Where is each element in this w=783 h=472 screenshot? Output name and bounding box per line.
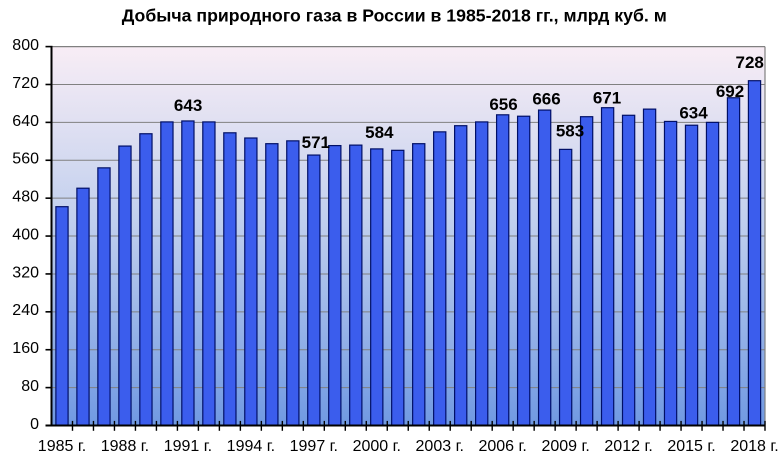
svg-text:2018 г.: 2018 г. bbox=[730, 438, 778, 455]
svg-text:656: 656 bbox=[489, 95, 517, 114]
svg-text:720: 720 bbox=[12, 75, 39, 92]
svg-text:666: 666 bbox=[532, 90, 560, 109]
svg-text:634: 634 bbox=[679, 103, 708, 122]
svg-text:240: 240 bbox=[12, 302, 39, 319]
svg-text:643: 643 bbox=[174, 96, 202, 115]
svg-text:Добыча природного газа в Росси: Добыча природного газа в России в 1985-2… bbox=[122, 5, 667, 25]
svg-text:584: 584 bbox=[365, 123, 394, 142]
svg-text:1988 г.: 1988 г. bbox=[101, 438, 149, 455]
svg-text:671: 671 bbox=[593, 89, 621, 108]
svg-text:640: 640 bbox=[12, 113, 39, 130]
svg-text:2015 г.: 2015 г. bbox=[667, 438, 715, 455]
svg-text:571: 571 bbox=[302, 133, 330, 152]
svg-text:583: 583 bbox=[556, 122, 584, 141]
svg-text:560: 560 bbox=[12, 151, 39, 168]
svg-text:2012 г.: 2012 г. bbox=[604, 438, 652, 455]
svg-text:2003 г.: 2003 г. bbox=[416, 438, 464, 455]
svg-text:1994 г.: 1994 г. bbox=[227, 438, 275, 455]
svg-text:80: 80 bbox=[21, 378, 39, 395]
svg-text:0: 0 bbox=[30, 416, 39, 433]
svg-text:320: 320 bbox=[12, 264, 39, 281]
svg-text:2006 г.: 2006 г. bbox=[478, 438, 526, 455]
svg-text:400: 400 bbox=[12, 226, 39, 243]
svg-text:1997 г.: 1997 г. bbox=[290, 438, 338, 455]
svg-text:480: 480 bbox=[12, 189, 39, 206]
svg-text:692: 692 bbox=[716, 82, 744, 101]
svg-text:800: 800 bbox=[12, 37, 39, 54]
svg-text:160: 160 bbox=[12, 340, 39, 357]
svg-text:728: 728 bbox=[736, 53, 764, 72]
svg-text:1991 г.: 1991 г. bbox=[164, 438, 212, 455]
svg-text:2009 г.: 2009 г. bbox=[541, 438, 589, 455]
svg-text:2000 г.: 2000 г. bbox=[353, 438, 401, 455]
svg-text:1985 г.: 1985 г. bbox=[38, 438, 86, 455]
